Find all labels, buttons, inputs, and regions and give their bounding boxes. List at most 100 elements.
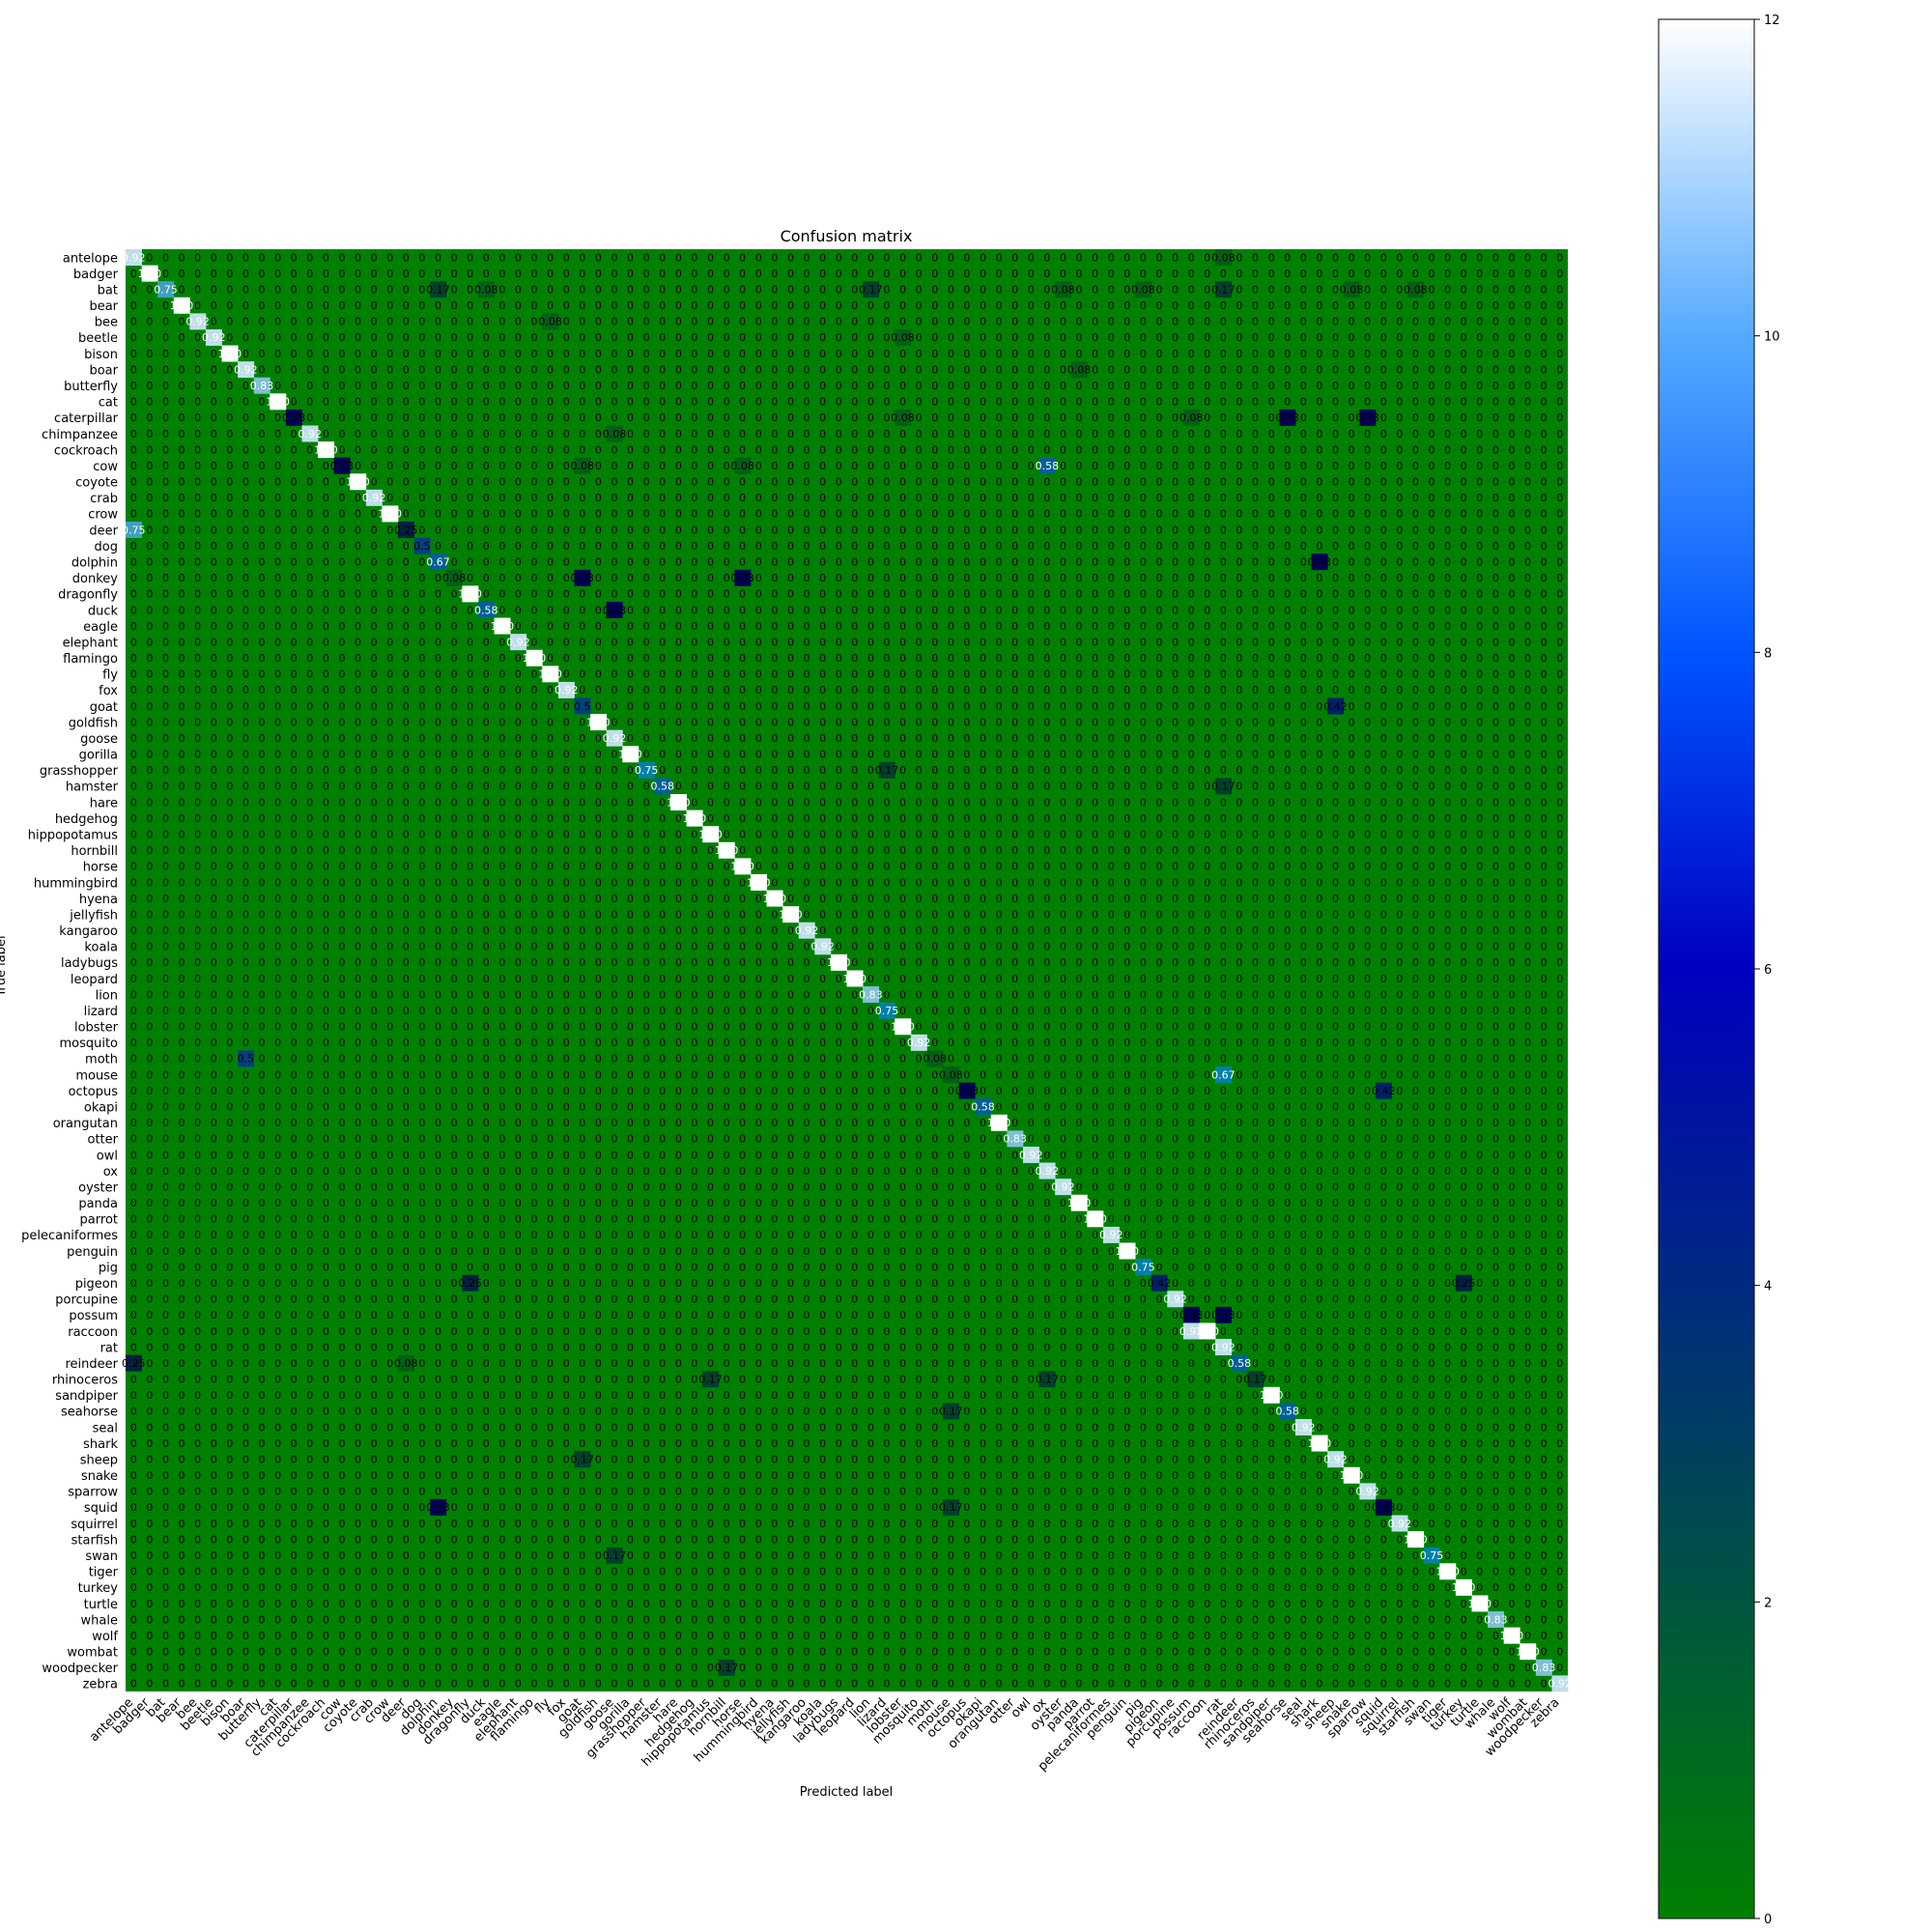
cell-value: 0 — [1364, 316, 1371, 328]
cell-value: 0 — [1076, 924, 1083, 937]
cell-value: 0 — [1123, 268, 1130, 280]
cell-value: 0 — [1236, 812, 1242, 825]
cell-value: 0 — [819, 380, 826, 392]
cell-value: 0 — [1412, 973, 1419, 985]
cell-value: 0 — [1155, 524, 1162, 536]
cell-value: 0 — [1204, 861, 1210, 873]
cell-value: 0 — [1060, 588, 1066, 601]
cell-value: 0 — [1508, 476, 1515, 489]
cell-value: 0 — [451, 412, 458, 424]
cell-value: 0 — [259, 828, 266, 840]
cell-value: 0 — [1349, 941, 1355, 953]
cell-value: 0 — [724, 796, 730, 809]
cell-value: 0 — [724, 283, 730, 296]
cell-value: 0 — [547, 620, 554, 633]
cell-value: 0 — [980, 1085, 986, 1097]
cell-value: 0 — [595, 781, 602, 793]
cell-value: 0 — [355, 796, 361, 809]
cell-value: 0 — [1236, 363, 1242, 376]
cell-value: 0 — [1028, 716, 1035, 728]
cell-value: 0 — [371, 443, 378, 456]
cell-value: 0 — [1380, 492, 1387, 504]
cell-value: 0 — [483, 443, 490, 456]
cell-value: 0 — [194, 299, 201, 312]
cell-value: 0 — [242, 1085, 249, 1097]
cell-value: 0 — [242, 764, 249, 777]
cell-value: 0 — [691, 412, 697, 424]
cell-value: 0 — [323, 861, 329, 873]
cell-value: 0 — [1556, 956, 1563, 969]
cell-value: 0 — [242, 604, 249, 616]
cell-value: 0 — [179, 508, 185, 521]
cell-value: 0 — [948, 861, 954, 873]
cell-value: 0 — [899, 684, 906, 696]
cell-value: 0 — [274, 492, 281, 504]
cell-value: 0 — [643, 956, 650, 969]
cell-value: 0 — [819, 973, 826, 985]
cell-value: 0 — [1172, 268, 1179, 280]
cell-value: 0 — [226, 588, 233, 601]
cell-value: 0 — [883, 861, 890, 873]
cell-value: 0 — [595, 1021, 602, 1034]
cell-value: 0 — [643, 251, 650, 264]
cell-value: 0 — [739, 443, 746, 456]
cell-value: 0 — [1060, 1021, 1066, 1034]
cell-value: 0 — [1428, 331, 1435, 344]
cell-value: 0 — [611, 620, 617, 633]
cell-value: 0 — [242, 1021, 249, 1034]
cell-value: 0 — [595, 331, 602, 344]
cell-value: 0 — [1492, 636, 1499, 648]
cell-value: 0 — [659, 844, 666, 857]
cell-value: 0 — [515, 973, 522, 985]
cell-value: 0 — [1140, 316, 1147, 328]
cell-value: 0 — [643, 443, 650, 456]
cell-value: 0 — [724, 412, 730, 424]
cell-value: 0 — [867, 956, 874, 969]
cell-value: 0 — [1172, 363, 1179, 376]
cell-value: 0 — [1172, 749, 1179, 761]
cell-value: 0 — [323, 380, 329, 392]
cell-value: 0 — [1172, 492, 1179, 504]
cell-value: 0 — [1396, 251, 1403, 264]
cell-value: 0 — [771, 540, 778, 553]
cell-value: 0 — [1140, 508, 1147, 521]
cell-value: 0 — [1011, 412, 1018, 424]
cell-value: 0 — [787, 988, 794, 1001]
cell-value: 0 — [1268, 700, 1275, 713]
cell-value: 0 — [1476, 348, 1483, 360]
cell-value: 0 — [1043, 1101, 1050, 1114]
cell-value: 0 — [899, 428, 906, 440]
cell-value: 0 — [980, 316, 986, 328]
cell-value: 0 — [1140, 764, 1147, 777]
cell-value: 0 — [1092, 299, 1098, 312]
cell-value: 0 — [1541, 876, 1548, 889]
cell-value: 0 — [1155, 348, 1162, 360]
cell-value: 0 — [1332, 684, 1339, 696]
cell-value: 0 — [1461, 348, 1467, 360]
cell-value: 0 — [386, 749, 393, 761]
cell-value: 0 — [1364, 604, 1371, 616]
cell-value: 0 — [1076, 988, 1083, 1001]
cell-value: 0 — [451, 316, 458, 328]
cell-value: 0 — [146, 604, 153, 616]
cell-value: 0 — [1236, 636, 1242, 648]
cell-value: 0 — [1188, 636, 1195, 648]
cell-value: 0 — [787, 652, 794, 665]
cell-value: 0 — [1332, 812, 1339, 825]
cell-value: 0 — [371, 844, 378, 857]
cell-value: 0 — [179, 604, 185, 616]
cell-value: 0 — [707, 524, 714, 536]
cell-value: 0 — [1396, 924, 1403, 937]
cell-value: 0 — [996, 1085, 1003, 1097]
cell-value: 0 — [1268, 796, 1275, 809]
cell-value: 0 — [1541, 796, 1548, 809]
cell-value: 0 — [595, 973, 602, 985]
cell-value: 0 — [931, 588, 938, 601]
cell-value: 0 — [226, 1068, 233, 1081]
cell-value: 0 — [755, 555, 762, 568]
cell-value: 0.58 — [474, 604, 498, 616]
cell-value: 0 — [1524, 844, 1531, 857]
cell-value: 0 — [323, 604, 329, 616]
cell-value: 0 — [1316, 876, 1322, 889]
cell-value: 0 — [211, 380, 217, 392]
